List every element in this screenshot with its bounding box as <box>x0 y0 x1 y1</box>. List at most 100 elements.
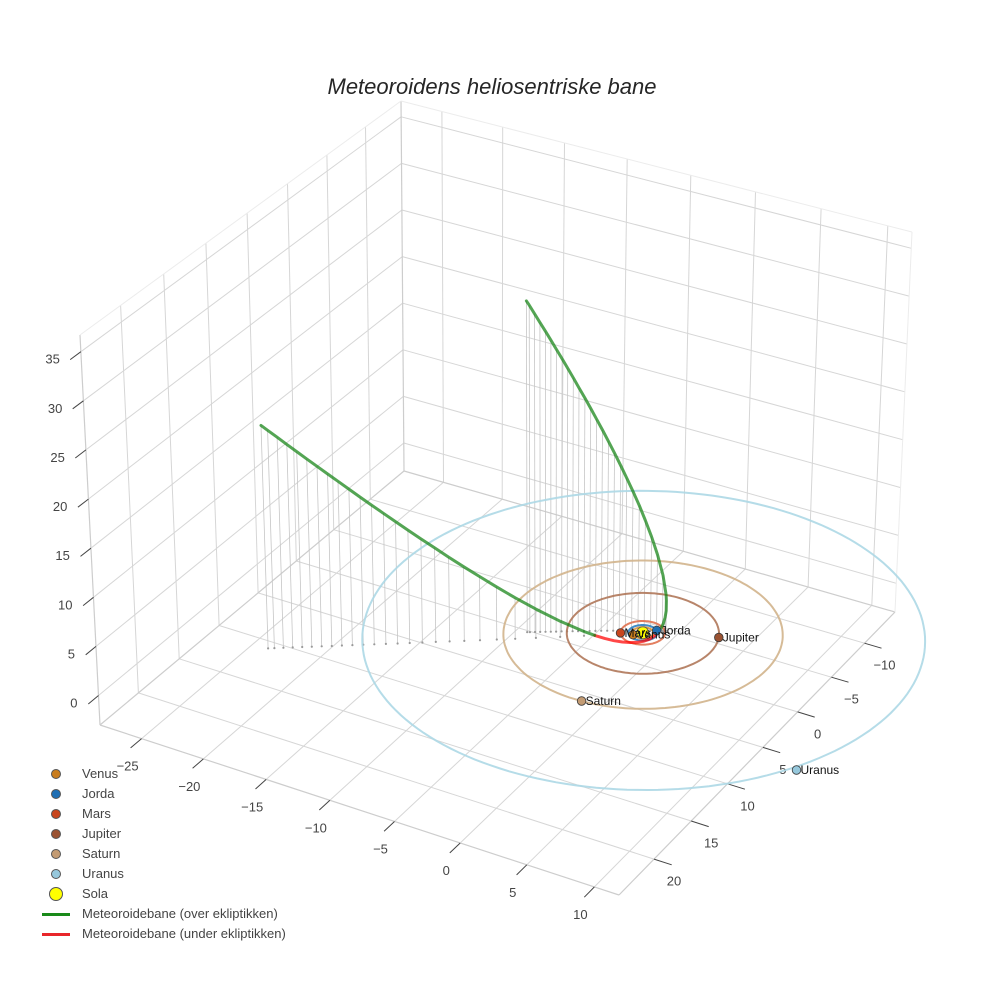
drop-line <box>637 505 640 631</box>
back-wall-gridline-z <box>402 302 903 441</box>
legend-marker-icon <box>51 809 61 819</box>
drop-line <box>395 521 398 644</box>
legend-label: Sola <box>82 886 109 901</box>
x-axis-tick <box>255 779 267 790</box>
floor-gridline-x <box>526 586 809 866</box>
drop-line <box>589 408 592 632</box>
drop-line-foot <box>544 630 547 633</box>
drop-line <box>448 557 450 642</box>
x-axis-tick <box>516 864 528 876</box>
drop-line-foot <box>384 642 387 646</box>
drop-line <box>260 425 269 649</box>
legend-item-path-above[interactable]: Meteoroidebane (over ekliptikken) <box>0 904 330 924</box>
legend-item-jorda[interactable]: Jorda <box>0 784 330 804</box>
drop-line <box>463 566 465 641</box>
planet-label-jorda: Jorda <box>661 623 691 637</box>
drop-line <box>650 536 652 631</box>
legend-label: Mars <box>82 806 111 821</box>
drop-line <box>296 451 303 648</box>
z-tick-label: 20 <box>53 499 67 514</box>
back-wall-gridline-x <box>501 127 504 500</box>
drop-line-foot <box>330 644 333 648</box>
drop-line-foot <box>528 631 532 634</box>
floor-gridline-x <box>329 533 623 801</box>
drop-line <box>618 465 621 631</box>
drop-line <box>337 481 343 646</box>
axis-grid <box>79 100 913 896</box>
legend-item-jupiter[interactable]: Jupiter <box>0 824 330 844</box>
z-axis-tick <box>74 449 87 459</box>
floor-gridline-x <box>594 604 873 888</box>
planet-label-mars: Mars <box>625 626 652 640</box>
drop-line-foot <box>549 630 552 633</box>
planet-label-uranus: Uranus <box>801 763 840 777</box>
drop-line <box>656 554 658 631</box>
x-axis-tick <box>449 842 461 854</box>
legend: Venus Jorda Mars Jupiter Saturn Uranus S… <box>0 764 330 944</box>
legend-label: Meteoroidebane (under ekliptikken) <box>82 926 286 941</box>
drop-line-foot <box>534 636 538 640</box>
legend-item-venus[interactable]: Venus <box>0 764 330 784</box>
drop-line-foot <box>594 629 597 633</box>
drop-line-foot <box>606 629 609 632</box>
legend-item-mars[interactable]: Mars <box>0 804 330 824</box>
y-tick-label: 5 <box>779 762 786 777</box>
left-wall-gridline-y <box>120 305 139 693</box>
z-tick-label: 30 <box>48 401 62 416</box>
drop-line <box>359 497 364 645</box>
left-wall-gridline-z <box>95 396 404 647</box>
legend-item-uranus[interactable]: Uranus <box>0 864 330 884</box>
back-wall-gridline-z <box>403 395 899 536</box>
legend-line-icon <box>42 933 70 936</box>
drop-line-foot <box>421 641 424 644</box>
drop-line <box>624 477 628 631</box>
drop-line-foot <box>514 637 517 640</box>
y-tick-label: −10 <box>873 658 895 673</box>
left-wall-gridline-y <box>287 183 297 562</box>
y-tick-label: 15 <box>704 836 718 851</box>
y-axis-tick <box>727 783 746 790</box>
back-floor-edge <box>403 470 896 613</box>
legend-sun-marker-icon <box>49 887 63 901</box>
left-wall-gridline-y <box>163 273 180 659</box>
drop-line-foot <box>282 646 285 649</box>
orbit-uranus <box>361 489 927 792</box>
floor-gridline-x <box>203 498 503 760</box>
legend-item-path-below[interactable]: Meteoroidebane (under ekliptikken) <box>0 924 330 944</box>
back-wall-gridline-z <box>401 209 908 345</box>
drop-line-foot <box>588 629 591 633</box>
z-axis-tick <box>82 596 94 606</box>
left-wall-gridline-z <box>90 302 403 549</box>
drop-line <box>286 444 294 648</box>
drop-line-foot <box>448 640 451 643</box>
legend-item-saturn[interactable]: Saturn <box>0 844 330 864</box>
y-axis-tick <box>653 858 672 866</box>
z-axis-tick <box>72 400 84 410</box>
y-axis-tick <box>864 642 882 649</box>
drop-line-foot <box>600 629 603 632</box>
x-axis-tick <box>318 799 331 811</box>
y-axis-line <box>618 611 896 896</box>
legend-marker-icon <box>51 789 61 799</box>
back-wall-gridline-x <box>807 208 822 588</box>
drop-line-foot <box>351 644 354 647</box>
chart-title: Meteoroidens heliosentriske bane <box>327 74 657 99</box>
legend-item-sola[interactable]: Sola <box>0 884 330 904</box>
axis-ticks: −25 −20 −15 −10 −5 0 5 10 −10 −5 0 5 10 15 20 0 5 10 15 20 2… <box>45 351 896 922</box>
drop-line-foot <box>310 645 313 648</box>
x-tick-label: 0 <box>443 863 450 878</box>
drop-line <box>479 576 481 641</box>
drop-line-foot <box>560 630 563 633</box>
x-tick-label: −25 <box>117 759 139 774</box>
left-wall-gridline-z <box>83 162 402 402</box>
left-wall-gridline-y <box>326 154 335 530</box>
drop-line-foot <box>478 639 482 642</box>
drop-line <box>327 473 333 647</box>
drop-line <box>600 429 603 631</box>
drop-line <box>528 305 531 633</box>
drop-line <box>612 453 615 631</box>
